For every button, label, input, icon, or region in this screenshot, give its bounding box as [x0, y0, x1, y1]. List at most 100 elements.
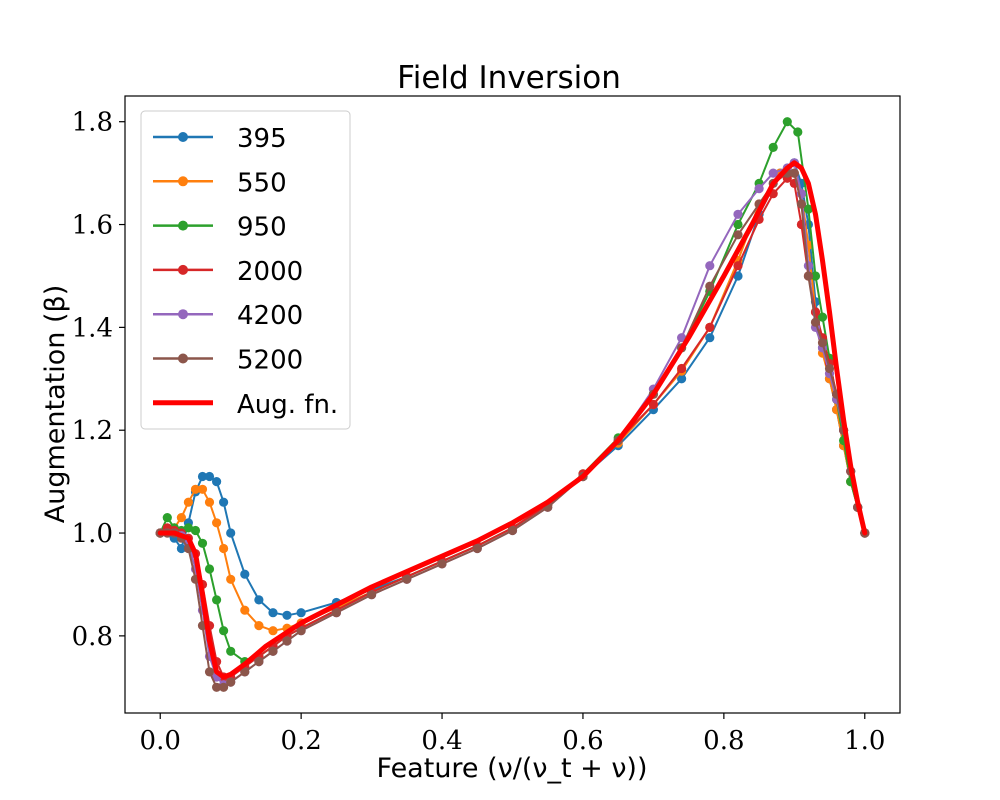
x-tick-label: 0.6 — [562, 726, 603, 756]
data-point — [204, 497, 215, 507]
data-point — [824, 363, 835, 374]
data-point — [190, 484, 201, 494]
data-point — [226, 646, 236, 656]
legend-label: 5200 — [237, 346, 303, 376]
legend-item: Aug. fn. — [153, 390, 338, 420]
data-point — [212, 682, 222, 692]
legend-item: 550 — [153, 168, 287, 198]
data-point — [733, 271, 743, 281]
data-point — [212, 595, 222, 605]
legend-label: 395 — [237, 124, 287, 154]
data-point — [677, 363, 687, 374]
data-point — [733, 230, 743, 240]
data-point — [254, 595, 264, 605]
data-point — [183, 497, 193, 507]
data-point — [677, 333, 687, 343]
chart-title: Field Inversion — [397, 60, 621, 96]
legend-label: 550 — [237, 168, 287, 198]
data-point — [212, 518, 222, 528]
data-point — [197, 484, 208, 494]
data-point — [367, 590, 377, 600]
data-point — [648, 399, 659, 410]
legend-label: Aug. fn. — [237, 390, 338, 420]
data-point — [810, 317, 821, 327]
legend-marker — [178, 132, 188, 142]
data-point — [219, 497, 229, 507]
data-point — [197, 538, 208, 548]
data-point — [733, 261, 743, 271]
data-point — [240, 667, 250, 677]
data-point — [402, 574, 412, 584]
legend-marker — [178, 353, 188, 364]
data-point — [268, 646, 278, 656]
data-point — [282, 610, 292, 620]
x-axis-ticks: 0.0 0.2 0.4 0.6 0.8 1.0 — [140, 713, 885, 756]
x-tick-label: 0.4 — [421, 726, 462, 756]
data-point — [507, 525, 518, 536]
y-tick-label: 1.8 — [72, 108, 113, 138]
legend: 395 550 950 2000 4200 5200 Aug. fn. — [140, 110, 351, 430]
data-point — [204, 667, 215, 677]
legend-marker — [178, 264, 188, 275]
legend-item: 950 — [153, 213, 287, 243]
plot-frame — [124, 95, 901, 714]
data-point — [212, 477, 222, 487]
series-layer — [155, 117, 870, 692]
data-point — [176, 543, 186, 554]
x-tick-label: 1.0 — [844, 726, 885, 756]
y-tick-label: 1.6 — [72, 211, 113, 241]
data-point — [219, 682, 229, 692]
data-point — [204, 471, 215, 482]
data-point — [226, 677, 236, 687]
data-point — [768, 142, 778, 152]
data-point — [817, 338, 828, 348]
legend-label: 2000 — [237, 257, 303, 287]
data-point — [219, 626, 229, 636]
series-line — [157, 160, 868, 680]
data-point — [197, 471, 208, 482]
data-point — [810, 271, 821, 281]
y-axis-ticks: 0.8 1.0 1.2 1.4 1.6 1.8 — [72, 108, 125, 652]
x-tick-label: 0.8 — [703, 726, 744, 756]
legend-item: 4200 — [153, 301, 303, 331]
legend-marker — [178, 309, 188, 320]
data-point — [677, 374, 687, 384]
data-point — [754, 184, 764, 194]
data-point — [219, 543, 229, 554]
x-tick-label: 0.0 — [140, 726, 181, 756]
data-point — [705, 261, 715, 271]
data-point — [204, 564, 215, 574]
data-point — [268, 608, 278, 618]
data-point — [268, 626, 278, 636]
legend-box — [140, 110, 351, 430]
data-point — [705, 281, 715, 291]
legend-item: 5200 — [153, 346, 303, 376]
legend-item: 395 — [153, 124, 287, 154]
y-tick-label: 1.4 — [72, 313, 113, 343]
data-point — [226, 528, 236, 538]
data-point — [176, 513, 186, 523]
y-axis-label: Augmentation (β) — [40, 285, 71, 523]
x-axis-label: Feature (ν/(ν_t + ν)) — [377, 753, 648, 784]
data-point — [796, 199, 807, 209]
data-point — [793, 127, 803, 137]
data-point — [183, 523, 193, 533]
data-point — [254, 621, 264, 631]
data-point — [254, 657, 264, 667]
data-point — [240, 569, 250, 579]
data-point — [782, 117, 792, 127]
legend-label: 950 — [237, 213, 287, 243]
data-point — [331, 608, 341, 618]
data-point — [789, 168, 799, 178]
data-point — [803, 204, 814, 214]
legend-marker — [178, 220, 188, 231]
data-point — [810, 307, 821, 317]
data-point — [817, 312, 828, 322]
data-point — [705, 322, 715, 332]
y-tick-label: 0.8 — [72, 622, 113, 652]
x-tick-label: 0.2 — [280, 726, 321, 756]
data-point — [437, 559, 447, 569]
data-point — [296, 608, 306, 618]
data-point — [240, 605, 250, 615]
